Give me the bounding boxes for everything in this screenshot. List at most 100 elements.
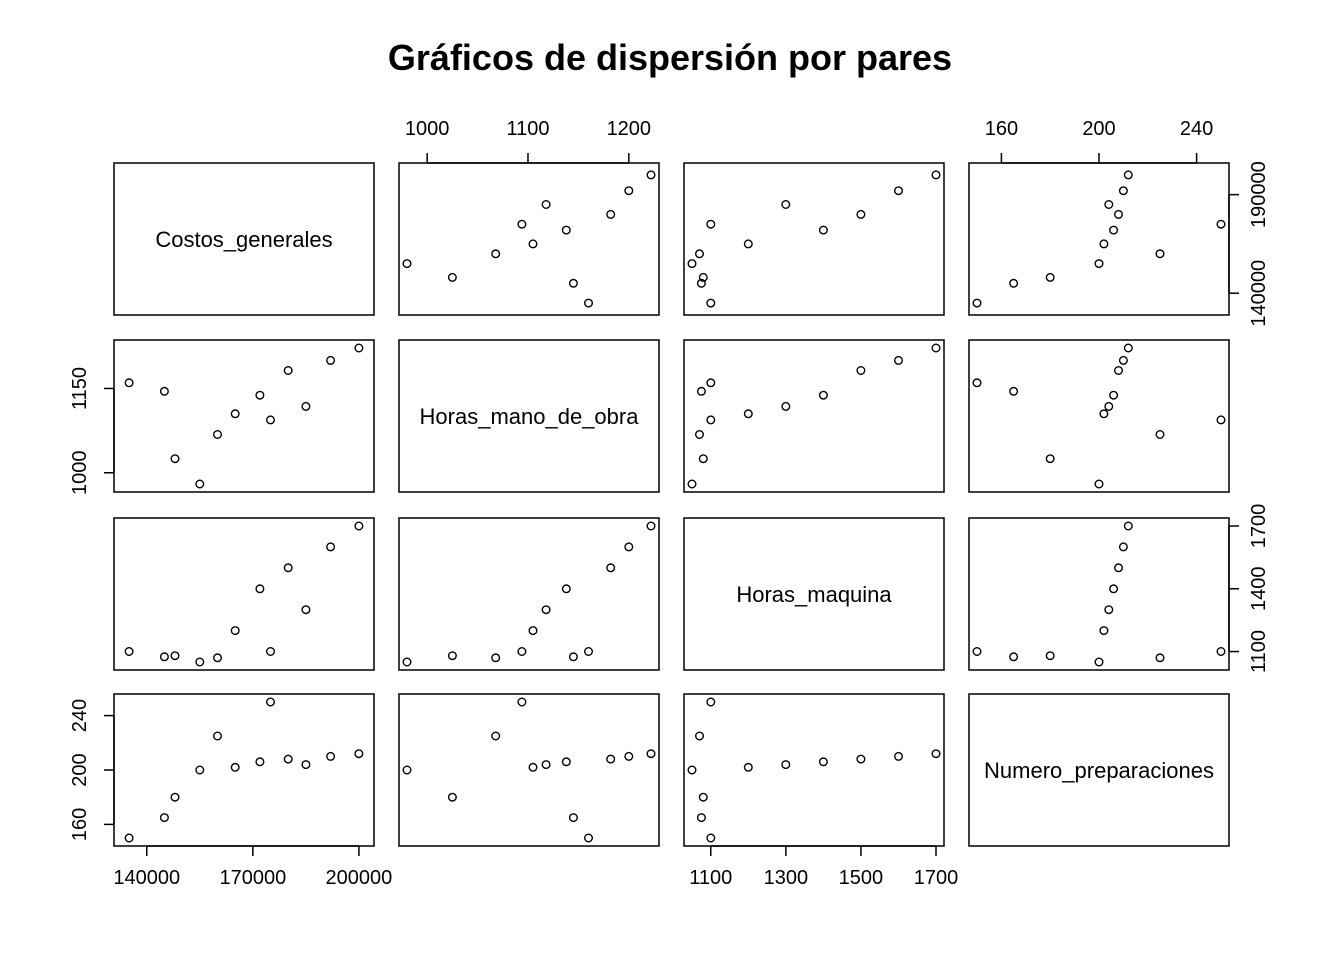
- point-0-3-10: [1113, 209, 1123, 219]
- point-1-3-7: [972, 378, 982, 388]
- point-0-2-10: [856, 209, 866, 219]
- point-0-1-10: [606, 209, 616, 219]
- chart-title: Gráficos de dispersión por pares: [388, 37, 952, 78]
- point-0-3-3: [1099, 239, 1109, 249]
- point-2-1-10: [606, 563, 616, 573]
- point-0-2-3: [743, 239, 753, 249]
- point-0-3-9: [1118, 186, 1128, 196]
- x-tick-label-Numero_preparaciones-200: 200: [1082, 118, 1115, 140]
- point-3-0-3: [230, 762, 240, 772]
- point-1-0-8: [159, 386, 169, 396]
- point-0-2-8: [696, 278, 706, 288]
- point-1-2-5: [706, 415, 716, 425]
- point-1-0-0: [195, 479, 205, 489]
- point-0-1-0: [402, 259, 412, 269]
- point-3-0-6: [255, 757, 265, 767]
- y-tick-label-Horas_maquina-1700: 1700: [1248, 504, 1270, 549]
- point-0-2-9: [894, 186, 904, 196]
- point-3-0-11: [354, 749, 364, 759]
- point-0-2-11: [931, 170, 941, 180]
- point-2-3-11: [1123, 521, 1133, 531]
- panel-box-2-3: [968, 517, 1230, 671]
- panel-box-1-2: [683, 339, 945, 493]
- point-1-3-0: [1094, 479, 1104, 489]
- point-3-2-11: [931, 749, 941, 759]
- y-tick-label-Horas_mano_de_obra-1150: 1150: [69, 367, 91, 410]
- panel-box-2-0: [113, 517, 375, 671]
- point-3-1-1: [447, 792, 457, 802]
- point-3-1-10: [606, 754, 616, 764]
- variable-label-Horas_mano_de_obra: Horas_mano_de_obra: [420, 404, 640, 429]
- point-0-2-0: [687, 259, 697, 269]
- x-tick-label-Costos_generales-200000: 200000: [326, 867, 393, 889]
- panel-box-3-0: [113, 693, 375, 847]
- point-2-3-5: [1216, 647, 1226, 657]
- point-0-1-4: [541, 199, 551, 209]
- y-tick-label-Horas_mano_de_obra-1000: 1000: [69, 451, 91, 496]
- point-3-2-2: [695, 731, 705, 741]
- point-2-1-2: [491, 653, 501, 663]
- point-2-3-0: [1094, 657, 1104, 667]
- point-3-2-0: [687, 765, 697, 775]
- point-1-0-3: [230, 409, 240, 419]
- point-0-3-5: [1216, 219, 1226, 229]
- point-2-0-11: [354, 521, 364, 531]
- point-3-2-1: [698, 792, 708, 802]
- point-0-2-7: [706, 298, 716, 308]
- point-2-1-0: [402, 657, 412, 667]
- point-0-1-2: [491, 249, 501, 259]
- point-2-1-9: [624, 542, 634, 552]
- variable-label-Costos_generales: Costos_generales: [155, 227, 332, 252]
- point-3-1-4: [541, 760, 551, 770]
- point-2-0-6: [255, 584, 265, 594]
- point-0-1-1: [447, 272, 457, 282]
- panel-box-0-2: [683, 162, 945, 316]
- point-3-0-10: [283, 754, 293, 764]
- point-1-0-4: [301, 401, 311, 411]
- point-1-3-8: [1009, 386, 1019, 396]
- point-3-0-2: [212, 731, 222, 741]
- point-0-3-2: [1155, 249, 1165, 259]
- point-2-3-3: [1099, 626, 1109, 636]
- point-3-2-10: [856, 754, 866, 764]
- point-3-1-9: [624, 751, 634, 761]
- panel-box-0-0: [113, 162, 375, 316]
- point-0-2-5: [706, 219, 716, 229]
- point-1-2-3: [743, 409, 753, 419]
- point-3-1-2: [491, 731, 501, 741]
- point-0-1-7: [584, 298, 594, 308]
- point-0-3-8: [1009, 278, 1019, 288]
- x-tick-label-Horas_mano_de_obra-1000: 1000: [405, 118, 450, 140]
- point-0-3-7: [972, 298, 982, 308]
- point-2-1-8: [568, 652, 578, 662]
- point-2-1-4: [541, 605, 551, 615]
- variable-label-Numero_preparaciones: Numero_preparaciones: [984, 758, 1214, 783]
- point-2-1-7: [584, 647, 594, 657]
- point-2-0-8: [159, 652, 169, 662]
- point-3-1-5: [517, 697, 527, 707]
- point-3-0-9: [326, 751, 336, 761]
- x-tick-label-Horas_mano_de_obra-1100: 1100: [506, 118, 549, 140]
- point-1-3-3: [1099, 409, 1109, 419]
- point-0-3-11: [1123, 170, 1133, 180]
- point-1-0-5: [266, 415, 276, 425]
- point-1-0-10: [283, 366, 293, 376]
- panel-box-2-1: [398, 517, 660, 671]
- panel-box-0-3: [968, 162, 1230, 316]
- y-tick-label-Numero_preparaciones-200: 200: [69, 753, 91, 786]
- point-3-1-7: [584, 833, 594, 843]
- point-1-2-11: [931, 343, 941, 353]
- point-2-3-2: [1155, 653, 1165, 663]
- point-1-3-1: [1045, 454, 1055, 464]
- point-2-0-0: [195, 657, 205, 667]
- panel-box-0-1: [398, 162, 660, 316]
- point-1-2-6: [818, 390, 828, 400]
- x-tick-label-Costos_generales-140000: 140000: [113, 867, 180, 889]
- point-2-0-2: [212, 653, 222, 663]
- point-3-0-4: [301, 760, 311, 770]
- x-tick-label-Horas_mano_de_obra-1200: 1200: [607, 118, 652, 140]
- point-3-2-6: [818, 757, 828, 767]
- point-3-0-1: [170, 792, 180, 802]
- point-1-3-5: [1216, 415, 1226, 425]
